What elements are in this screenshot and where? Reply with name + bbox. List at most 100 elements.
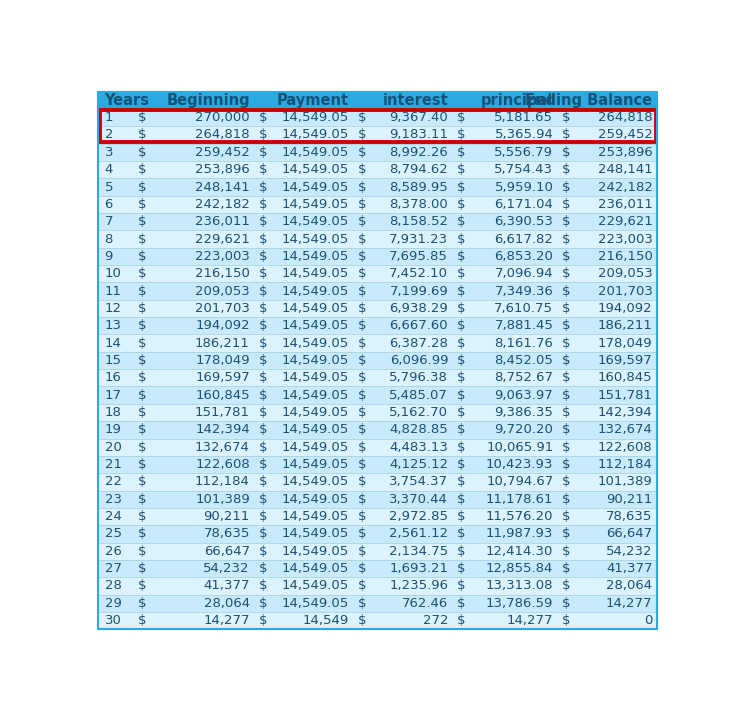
Text: $: $ [259,476,267,488]
Text: $: $ [562,181,570,193]
Text: $: $ [457,510,465,523]
Text: 248,141: 248,141 [195,181,250,193]
Text: $: $ [138,146,147,159]
Text: 4: 4 [105,164,113,176]
Text: $: $ [457,388,465,402]
Bar [98,404,657,421]
Text: $: $ [457,129,465,141]
Text: $: $ [457,302,465,315]
Text: $: $ [138,423,147,436]
Text: 5,796.38: 5,796.38 [389,371,448,384]
Text: 9,367.40: 9,367.40 [389,111,448,124]
Bar [98,126,657,144]
Text: $: $ [357,129,366,141]
Text: $: $ [259,285,267,298]
Text: 160,845: 160,845 [195,388,250,402]
Text: 8,992.26: 8,992.26 [389,146,448,159]
Text: 41,377: 41,377 [203,580,250,593]
Text: $: $ [259,441,267,453]
Text: 5,754.43: 5,754.43 [495,164,553,176]
Text: $: $ [457,614,465,627]
Text: 14,549.05: 14,549.05 [282,562,349,575]
Text: 14,549.05: 14,549.05 [282,388,349,402]
Text: 0: 0 [644,614,652,627]
Text: 8: 8 [105,233,113,246]
Text: $: $ [138,198,147,211]
Text: $: $ [259,510,267,523]
Text: 90,211: 90,211 [203,510,250,523]
Bar [98,612,657,629]
Bar [98,543,657,560]
Text: $: $ [357,441,366,453]
Text: 14,549.05: 14,549.05 [282,545,349,558]
Text: $: $ [357,319,366,332]
Text: 5: 5 [105,181,113,193]
Text: $: $ [138,250,147,263]
Text: 11,576.20: 11,576.20 [486,510,553,523]
Text: 14,549.05: 14,549.05 [282,181,349,193]
Text: $: $ [457,111,465,124]
Bar [98,369,657,386]
Text: $: $ [357,181,366,193]
Text: $: $ [357,493,366,506]
Text: $: $ [138,164,147,176]
Text: 14,549.05: 14,549.05 [282,371,349,384]
Text: 11,178.61: 11,178.61 [486,493,553,506]
Text: $: $ [259,423,267,436]
Text: $: $ [259,371,267,384]
Text: $: $ [562,215,570,228]
Text: $: $ [562,528,570,540]
Text: $: $ [259,198,267,211]
Text: 21: 21 [105,458,122,471]
Text: $: $ [357,388,366,402]
Bar [98,213,657,231]
Text: 242,182: 242,182 [598,181,652,193]
Text: 22: 22 [105,476,122,488]
Text: $: $ [138,285,147,298]
Text: 15: 15 [105,354,122,367]
Text: 1,693.21: 1,693.21 [389,562,448,575]
Text: 27: 27 [105,562,122,575]
Text: $: $ [259,597,267,610]
Bar [98,352,657,369]
Text: 6,667.60: 6,667.60 [390,319,448,332]
Text: 762.46: 762.46 [402,597,448,610]
Text: 30: 30 [105,614,122,627]
Text: $: $ [138,111,147,124]
Text: 142,394: 142,394 [195,423,250,436]
Text: $: $ [562,267,570,280]
Text: 26: 26 [105,545,122,558]
Text: $: $ [138,458,147,471]
Text: 4,125.12: 4,125.12 [389,458,448,471]
Text: 236,011: 236,011 [598,198,652,211]
Text: 90,211: 90,211 [606,493,652,506]
Text: 5,556.79: 5,556.79 [495,146,553,159]
Text: $: $ [357,406,366,419]
Text: 259,452: 259,452 [195,146,250,159]
Text: $: $ [357,528,366,540]
Text: 101,389: 101,389 [598,476,652,488]
Text: 7,199.69: 7,199.69 [389,285,448,298]
Text: $: $ [259,354,267,367]
Text: $: $ [457,458,465,471]
Text: $: $ [138,354,147,367]
Text: $: $ [457,267,465,280]
Bar [98,438,657,456]
Text: $: $ [138,528,147,540]
Text: $: $ [357,164,366,176]
Text: $: $ [457,493,465,506]
Text: 223,003: 223,003 [598,233,652,246]
Text: 14,549.05: 14,549.05 [282,510,349,523]
Text: 2: 2 [105,129,113,141]
Text: $: $ [562,285,570,298]
Text: 142,394: 142,394 [598,406,652,419]
Text: $: $ [562,406,570,419]
Text: 19: 19 [105,423,122,436]
Text: 14,549.05: 14,549.05 [282,164,349,176]
Bar [98,334,657,352]
Text: Years: Years [105,93,150,108]
Bar [98,161,657,178]
Text: 178,049: 178,049 [195,354,250,367]
Text: $: $ [259,302,267,315]
Bar [98,386,657,404]
